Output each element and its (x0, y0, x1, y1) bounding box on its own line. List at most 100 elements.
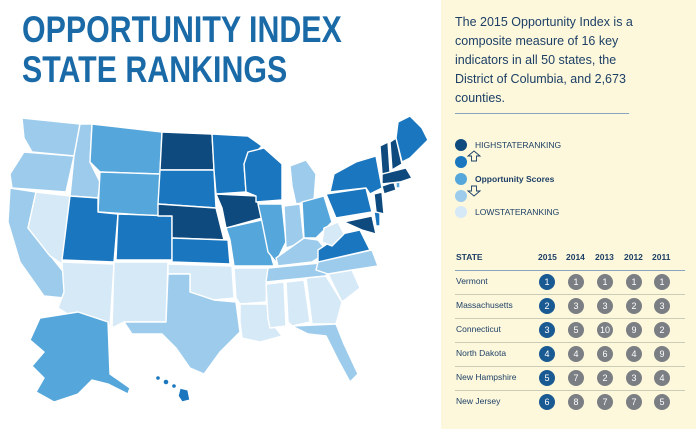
rank-2015: 5 (539, 370, 555, 386)
header-2015: 2015 (538, 252, 557, 262)
header-divider (455, 270, 685, 271)
legend-row-3: Opportunity Scores (455, 172, 554, 186)
state-illinois[interactable] (257, 203, 287, 263)
state-name: New Hampshire (456, 372, 517, 382)
up-arrow-icon (467, 150, 481, 162)
divider (455, 113, 629, 114)
state-washington[interactable] (21, 117, 81, 157)
rank-2013: 6 (597, 346, 613, 362)
state-hawaii[interactable] (154, 374, 191, 403)
legend-high-label: HIGHSTATERANKING (475, 140, 562, 150)
rank-2012: 1 (626, 274, 642, 290)
state-pennsylvania[interactable] (325, 187, 373, 219)
rank-2014: 8 (568, 394, 584, 410)
state-name: Massachusetts (456, 300, 513, 310)
table-row: Massachusetts 2 3 3 2 3 (455, 295, 685, 319)
rank-2012: 2 (626, 298, 642, 314)
header-2013: 2013 (595, 252, 614, 262)
rank-2012: 3 (626, 370, 642, 386)
legend-row-2 (455, 155, 467, 169)
state-colorado[interactable] (115, 213, 173, 261)
row-divider (455, 366, 685, 367)
state-west-virginia[interactable] (321, 221, 345, 247)
rank-2014: 1 (568, 274, 584, 290)
title-line-2: STATE RANKINGS (22, 49, 288, 90)
rank-2013: 3 (597, 298, 613, 314)
rank-2014: 5 (568, 322, 584, 338)
state-north-carolina[interactable] (315, 249, 379, 275)
rank-2013: 7 (597, 394, 613, 410)
rank-2014: 4 (568, 346, 584, 362)
rank-2011: 1 (654, 274, 670, 290)
rank-2015: 4 (539, 346, 555, 362)
state-new-hampshire[interactable] (389, 137, 403, 171)
rank-2012: 9 (626, 322, 642, 338)
rank-2014: 7 (568, 370, 584, 386)
legend-swatch-5 (455, 206, 467, 218)
state-south-dakota[interactable] (157, 169, 217, 209)
rank-2015: 6 (539, 394, 555, 410)
rank-2013: 2 (597, 370, 613, 386)
rank-2015: 3 (539, 322, 555, 338)
row-divider (455, 390, 685, 391)
state-north-dakota[interactable] (159, 131, 215, 171)
state-kansas[interactable] (171, 237, 231, 265)
state-arkansas[interactable] (233, 267, 269, 305)
table-row: New Hampshire 5 7 2 3 4 (455, 367, 685, 391)
state-georgia[interactable] (305, 275, 343, 325)
state-new-jersey[interactable] (373, 191, 385, 215)
table-row: Vermont 1 1 1 1 1 (455, 271, 685, 295)
row-divider (455, 318, 685, 319)
state-name: North Dakota (456, 348, 507, 358)
header-2012: 2012 (624, 252, 643, 262)
state-alabama[interactable] (285, 279, 311, 327)
state-oregon[interactable] (9, 151, 75, 193)
page-title: OPPORTUNITY INDEX STATE RANKINGS (22, 10, 342, 90)
header-state: STATE (456, 252, 483, 262)
row-divider (455, 294, 685, 295)
rank-2014: 3 (568, 298, 584, 314)
legend-middle-label: Opportunity Scores (475, 174, 555, 184)
legend-row-1: HIGHSTATERANKING (455, 138, 561, 152)
rank-2012: 7 (626, 394, 642, 410)
header-2011: 2011 (652, 252, 671, 262)
state-maryland[interactable] (343, 215, 377, 235)
state-florida[interactable] (291, 323, 359, 383)
legend-row-5: LOWSTATERANKING (455, 205, 559, 219)
legend-row-4 (455, 189, 467, 203)
rank-2015: 2 (539, 298, 555, 314)
state-delaware[interactable] (373, 211, 381, 227)
table-row: North Dakota 4 4 6 4 9 (455, 343, 685, 367)
table-row: New Jersey 6 8 7 7 5 (455, 391, 685, 415)
state-massachusetts[interactable] (381, 167, 413, 185)
state-nevada[interactable] (27, 191, 71, 265)
state-new-mexico[interactable] (111, 261, 169, 329)
info-panel: The 2015 Opportunity Index is a composit… (441, 0, 696, 429)
rank-2011: 3 (654, 298, 670, 314)
down-arrow-icon (467, 185, 481, 197)
state-maine[interactable] (395, 115, 429, 163)
legend-swatch-1 (455, 139, 467, 151)
legend-low-label: LOWSTATERANKING (475, 207, 560, 217)
rank-2011: 2 (654, 322, 670, 338)
rank-2013: 1 (597, 274, 613, 290)
legend-swatch-2 (455, 156, 467, 168)
rank-2015: 1 (539, 274, 555, 290)
legend-swatch-4 (455, 190, 467, 202)
us-states-map (7, 115, 429, 403)
state-wyoming[interactable] (97, 171, 161, 217)
rank-2013: 10 (597, 322, 613, 338)
state-texas[interactable] (123, 273, 241, 375)
title-line-1: OPPORTUNITY INDEX (22, 9, 342, 50)
state-montana[interactable] (89, 123, 163, 175)
state-name: Connecticut (456, 324, 501, 334)
state-iowa[interactable] (215, 193, 263, 229)
state-new-york[interactable] (329, 155, 383, 195)
state-vermont[interactable] (379, 141, 391, 175)
state-wisconsin[interactable] (243, 147, 283, 203)
state-michigan[interactable] (289, 159, 317, 205)
state-name: Vermont (456, 276, 488, 286)
state-alaska[interactable] (29, 311, 131, 403)
rank-2011: 5 (654, 394, 670, 410)
state-mississippi[interactable] (265, 281, 287, 329)
